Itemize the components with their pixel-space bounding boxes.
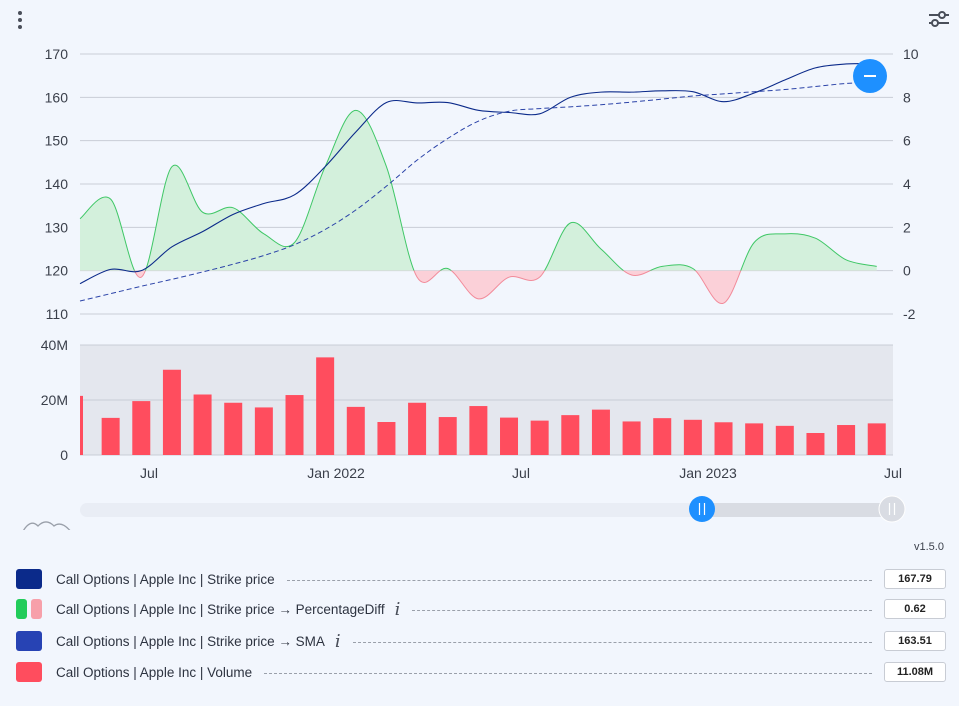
left-tick-label: 160 [45,89,69,105]
volume-bar [408,402,427,455]
right-tick-label: 2 [903,219,911,235]
range-selection[interactable] [702,503,892,517]
legend-label: Call Options | Apple Inc | Strike price … [56,601,385,617]
legend-row-strike: Call Options | Apple Inc | Strike price … [16,568,946,590]
left-axis-ticks: 170 160 150 140 130 120 110 [45,46,69,322]
pct-positive-area [80,110,877,271]
percentage-diff-area [79,109,877,304]
price-lines [79,62,877,302]
volume-bar [775,425,794,455]
legend-value: 11.08M [884,662,946,682]
volume-bar [591,409,610,455]
left-tick-label: 120 [45,263,69,279]
volume-bar [561,415,580,455]
right-tick-label: 6 [903,133,911,149]
volume-tick-label: 20M [41,392,68,408]
volume-bar [346,406,365,455]
legend-swatch-sma[interactable] [16,631,42,651]
legend-row-sma: Call Options | Apple Inc | Strike price … [16,630,946,652]
legend-value: 163.51 [884,631,946,651]
right-tick-label: 10 [903,46,919,62]
x-tick-label: Jan 2023 [679,465,737,481]
legend-leader [264,672,872,674]
volume-bar [745,423,764,455]
info-icon[interactable]: i [394,598,401,620]
left-tick-label: 140 [45,176,69,192]
volume-bar [254,407,273,455]
volume-bar [653,418,672,455]
volume-bar [500,417,519,455]
x-tick-label: Jul [884,465,902,481]
volume-bar [316,357,335,455]
volume-bar [224,402,243,455]
zoom-out-button[interactable] [853,59,887,93]
legend-label: Call Options | Apple Inc | Strike price [56,571,275,587]
left-tick-label: 130 [45,219,69,235]
range-handle-end[interactable] [878,495,906,523]
volume-panel: 40M 20M 0 [41,337,893,463]
volume-bar [101,417,120,455]
volume-bar [285,395,304,455]
pct-negative-area [80,270,877,304]
volume-bar [837,425,856,455]
volume-bar [132,401,151,455]
right-tick-label: 0 [903,263,911,279]
range-navigator[interactable] [22,495,906,530]
legend-row-percentage-diff: Call Options | Apple Inc | Strike price … [16,598,946,620]
volume-bar [438,417,457,455]
left-tick-label: 150 [45,133,69,149]
info-icon[interactable]: i [334,630,341,652]
right-tick-label: -2 [903,306,916,322]
volume-bar [867,423,886,455]
volume-bar [162,369,181,455]
volume-bar [622,421,641,455]
x-axis-ticks: Jul Jan 2022 Jul Jan 2023 Jul [140,465,902,481]
legend-swatch-percentage-diff[interactable] [16,599,42,619]
range-handle-start[interactable] [689,496,715,522]
legend-swatch-volume[interactable] [16,662,42,682]
mini-chart-icon [23,521,71,530]
legend-leader [412,609,872,611]
legend-label: Call Options | Apple Inc | Strike price … [56,633,325,649]
x-tick-label: Jul [512,465,530,481]
volume-bar [469,406,488,455]
right-axis-ticks: 10 8 6 4 2 0 -2 [903,46,919,322]
version-label: v1.5.0 [914,541,944,553]
volume-bar [714,422,733,455]
legend-leader [352,641,872,643]
legend-leader [286,579,872,581]
strike-price-line [79,62,877,285]
volume-bar [377,422,396,455]
x-tick-label: Jul [140,465,158,481]
pct-negative-line [134,270,742,304]
right-tick-label: 8 [903,89,911,105]
volume-bar [80,395,83,455]
pct-positive-line [79,109,877,271]
x-tick-label: Jan 2022 [307,465,365,481]
volume-bar [530,420,549,455]
volume-bar [683,419,702,455]
legend-value: 167.79 [884,569,946,589]
volume-bar [806,433,825,455]
left-tick-label: 170 [45,46,69,62]
legend-label: Call Options | Apple Inc | Volume [56,664,253,680]
right-tick-label: 4 [903,176,911,192]
sma-line [79,81,877,302]
legend-swatch-strike[interactable] [16,569,42,589]
legend-row-volume: Call Options | Apple Inc | Volume 11.08M [16,661,946,683]
legend-value: 0.62 [884,599,946,619]
volume-tick-label: 40M [41,337,68,353]
sliders-icon[interactable] [926,8,952,30]
vertical-dots-icon[interactable] [12,10,28,30]
volume-tick-label: 0 [60,447,68,463]
volume-bar [193,394,212,455]
left-tick-label: 110 [46,306,69,322]
